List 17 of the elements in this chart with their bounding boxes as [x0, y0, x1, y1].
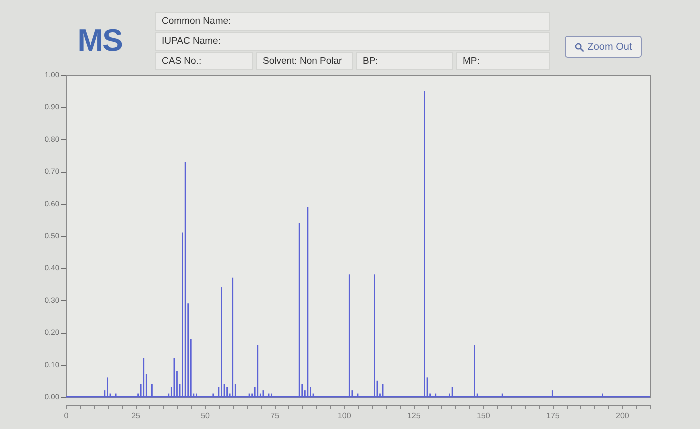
x-tick-label: 125	[407, 412, 422, 420]
x-tick-label: 150	[476, 412, 491, 420]
text-field: BP:	[356, 52, 453, 70]
x-tick-label: 75	[270, 412, 280, 420]
x-tick-label: 175	[546, 412, 560, 420]
chart-title: MS	[76, 23, 124, 58]
text-field: Common Name:	[155, 12, 550, 31]
zoom-out-button: Zoom Out	[565, 36, 642, 58]
text-field: CAS No.:	[155, 52, 253, 70]
text-field: MP:	[456, 52, 550, 70]
x-tick-label: 200	[616, 412, 630, 420]
x-tick-label: 100	[338, 412, 352, 420]
text-field: IUPAC Name:	[155, 32, 550, 51]
x-tick-label: 0	[64, 412, 70, 420]
text-field: Solvent: Non Polar	[256, 52, 353, 70]
x-tick-label: 25	[132, 412, 142, 420]
x-tick-label: 50	[201, 412, 211, 420]
